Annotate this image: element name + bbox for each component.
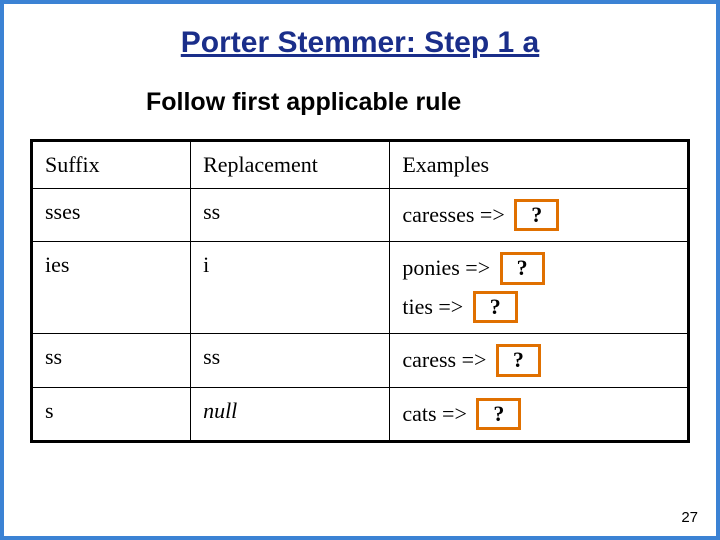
cell-suffix: ss xyxy=(32,334,191,387)
page-number: 27 xyxy=(681,509,698,526)
question-box: ? xyxy=(476,398,521,430)
example-line: ties => ? xyxy=(402,291,675,323)
table-header-row: Suffix Replacement Examples xyxy=(32,141,689,189)
slide: Porter Stemmer: Step 1 a Follow first ap… xyxy=(0,0,720,540)
example-line: cats => ? xyxy=(402,398,675,430)
cell-replacement: ss xyxy=(191,334,390,387)
question-box: ? xyxy=(500,252,545,284)
table-row: ies i ponies => ? ties => ? xyxy=(32,242,689,334)
question-box: ? xyxy=(514,199,559,231)
example-text: ties => xyxy=(402,294,463,319)
cell-examples: caresses => ? xyxy=(390,189,689,242)
col-header-suffix: Suffix xyxy=(32,141,191,189)
table-row: sses ss caresses => ? xyxy=(32,189,689,242)
rules-table: Suffix Replacement Examples sses ss care… xyxy=(30,139,690,443)
example-text: caresses => xyxy=(402,202,504,227)
example-text: ponies => xyxy=(402,255,490,280)
question-box: ? xyxy=(496,344,541,376)
col-header-examples: Examples xyxy=(390,141,689,189)
table-row: s null cats => ? xyxy=(32,387,689,441)
col-header-replacement: Replacement xyxy=(191,141,390,189)
cell-examples: caress => ? xyxy=(390,334,689,387)
cell-replacement: null xyxy=(191,387,390,441)
example-text: cats => xyxy=(402,401,467,426)
table-row: ss ss caress => ? xyxy=(32,334,689,387)
question-box: ? xyxy=(473,291,518,323)
example-line: caresses => ? xyxy=(402,199,675,231)
cell-examples: cats => ? xyxy=(390,387,689,441)
cell-replacement: ss xyxy=(191,189,390,242)
cell-replacement: i xyxy=(191,242,390,334)
cell-suffix: s xyxy=(32,387,191,441)
slide-subtitle: Follow first applicable rule xyxy=(146,88,692,117)
example-line: ponies => ? xyxy=(402,252,675,284)
example-text: caress => xyxy=(402,347,486,372)
cell-suffix: sses xyxy=(32,189,191,242)
cell-suffix: ies xyxy=(32,242,191,334)
slide-title: Porter Stemmer: Step 1 a xyxy=(28,26,692,60)
cell-examples: ponies => ? ties => ? xyxy=(390,242,689,334)
example-line: caress => ? xyxy=(402,344,675,376)
